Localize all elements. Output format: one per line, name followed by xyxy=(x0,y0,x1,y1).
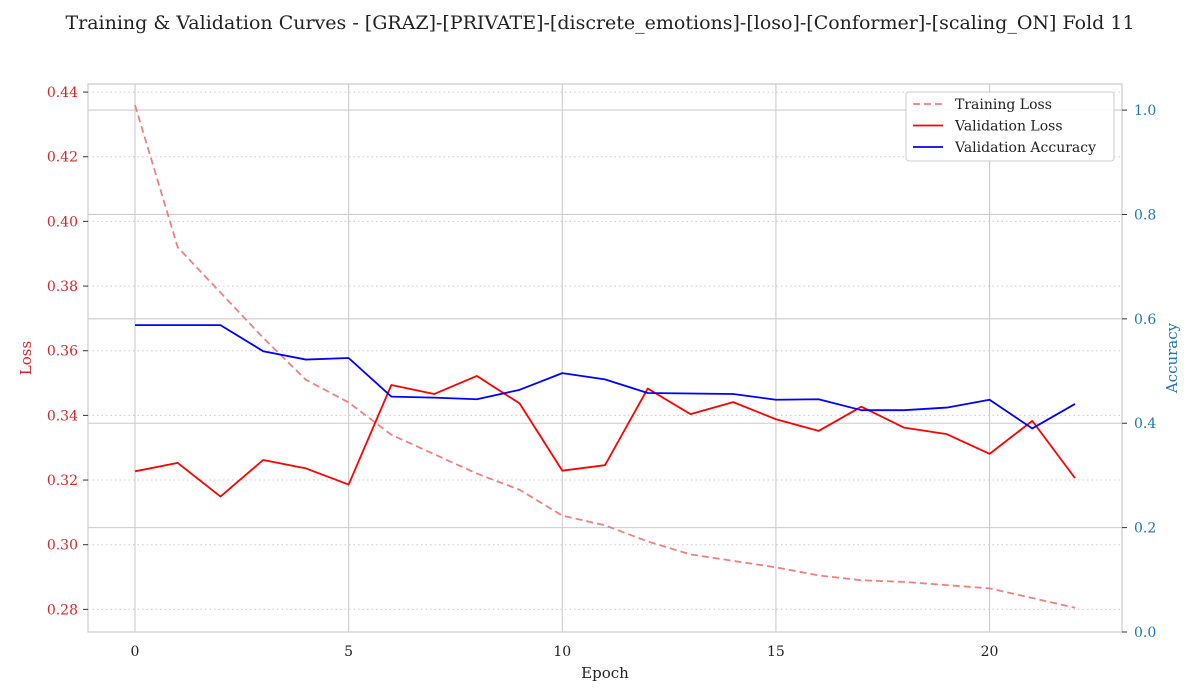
y-left-tick-label: 0.38 xyxy=(47,279,78,295)
chart-title: Training & Validation Curves - [GRAZ]-[P… xyxy=(65,12,1134,34)
y-axis-right-label: Accuracy xyxy=(1163,322,1181,394)
y-right-tick-label: 0.6 xyxy=(1134,312,1156,328)
x-tick-label: 5 xyxy=(344,644,353,660)
x-axis-label: Epoch xyxy=(581,664,629,682)
y-left-tick-label: 0.40 xyxy=(47,214,78,230)
plot-lines xyxy=(134,104,1076,609)
y-left-tick-label: 0.30 xyxy=(47,538,78,554)
legend: Training Loss Validation Loss Validation A… xyxy=(905,91,1115,162)
y-right-tick-label: 0.8 xyxy=(1134,207,1156,223)
legend-label: Training Loss xyxy=(955,97,1052,113)
plot-frame xyxy=(87,83,1123,633)
grid xyxy=(88,84,1122,633)
y-axis-left-label: Loss xyxy=(17,341,35,375)
series-line-validation-loss xyxy=(134,375,1076,498)
y-right-tick-label: 1.0 xyxy=(1134,103,1156,119)
y-right-tick-label: 0.2 xyxy=(1134,521,1156,537)
y-left-tick-label: 0.34 xyxy=(47,408,78,424)
y-left-tick-label: 0.44 xyxy=(47,85,78,101)
x-tick-label: 20 xyxy=(981,644,999,660)
series-line-validation-accuracy xyxy=(135,324,1076,430)
y-right-tick-label: 0.4 xyxy=(1134,416,1156,432)
legend-label: Validation Loss xyxy=(954,119,1063,135)
y-left-tick-label: 0.32 xyxy=(47,473,78,489)
x-tick-label: 0 xyxy=(131,644,140,660)
y-right-tick-label: 0.0 xyxy=(1134,625,1156,641)
y-left-tick-label: 0.42 xyxy=(47,150,78,166)
y-left-tick-label: 0.28 xyxy=(47,602,78,618)
legend-box xyxy=(905,91,1115,162)
legend-label: Validation Accuracy xyxy=(954,140,1096,156)
x-tick-label: 10 xyxy=(553,644,571,660)
series-line-training-loss xyxy=(134,104,1076,609)
axis-ticks: 0 5 10 15 20 0.28 0.30 0.32 0.34 0.36 0.38 0.40 0.42… xyxy=(47,85,1157,660)
y-left-tick-label: 0.36 xyxy=(47,344,78,360)
x-tick-label: 15 xyxy=(767,644,785,660)
